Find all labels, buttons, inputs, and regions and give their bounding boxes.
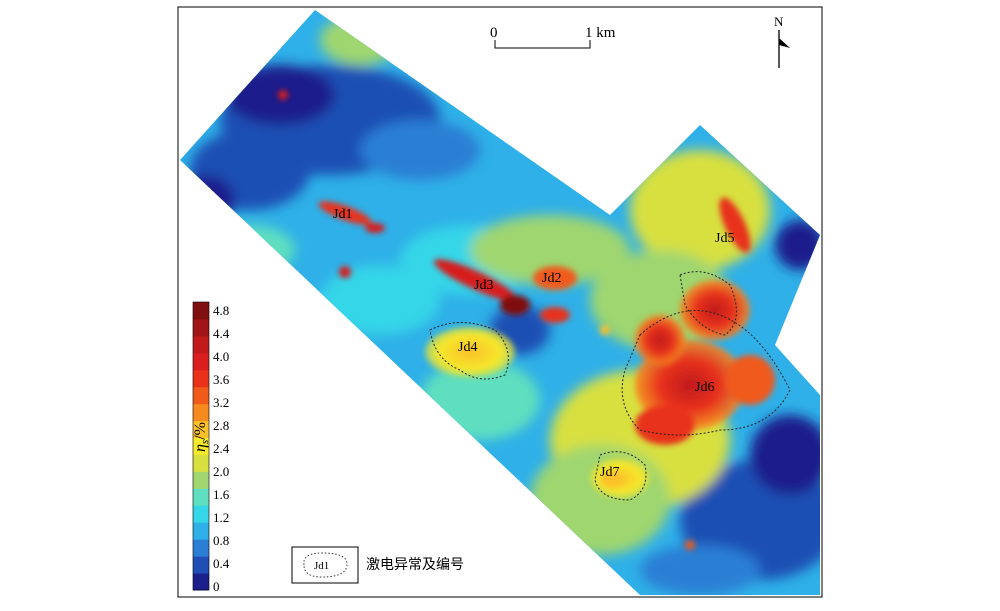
colorbar-swatch <box>193 539 209 557</box>
colorbar-tick-label: 4.8 <box>213 303 229 318</box>
colorbar-swatch <box>193 454 209 472</box>
colorbar-swatch <box>193 437 209 455</box>
colorbar-swatch <box>193 318 209 337</box>
anomaly-label-jd5: Jd5 <box>715 231 734 246</box>
anomaly-label-jd7: Jd7 <box>600 465 619 480</box>
scale-bar-start: 0 <box>490 25 498 41</box>
colorbar-label: ηs/% <box>192 422 211 452</box>
colorbar-tick-label: 0.8 <box>213 533 229 548</box>
colorbar-swatch <box>193 420 209 439</box>
legend-anomaly-outline-icon <box>303 552 348 578</box>
anomaly-label-jd3: Jd3 <box>474 278 493 293</box>
colorbar-swatch <box>193 556 209 574</box>
north-arrow-icon <box>779 38 790 48</box>
colorbar-tick-label: 3.6 <box>213 372 230 387</box>
colorbar-tick-label: 3.2 <box>213 395 229 410</box>
colorbar-tick-label: 4.0 <box>213 349 229 364</box>
colorbar-tick-label: 2.0 <box>213 464 229 479</box>
colorbar-swatch <box>193 471 209 489</box>
anomaly-label-jd2: Jd2 <box>542 271 561 286</box>
colorbar-tick-label: 4.4 <box>213 326 230 341</box>
colorbar-swatch <box>193 505 209 523</box>
anomaly-label-jd1: Jd1 <box>333 207 352 222</box>
north-arrow-label: N <box>774 14 784 29</box>
colorbar-tick-label: 1.2 <box>213 510 229 525</box>
colorbar-swatch <box>193 302 209 320</box>
colorbar-swatch <box>193 352 209 371</box>
colorbar-tick-label: 0.4 <box>213 556 230 571</box>
legend-sample-label: Jd1 <box>314 560 329 572</box>
colorbar-swatch <box>193 488 209 506</box>
colorbar-swatch <box>193 386 209 405</box>
colorbar-tick-label: 0 <box>213 579 220 594</box>
anomaly-label-jd6: Jd6 <box>695 380 714 395</box>
colorbar-swatches <box>192 301 210 591</box>
legend-text: 激电异常及编号 <box>366 556 464 573</box>
anomaly-label-jd4: Jd4 <box>458 340 477 355</box>
north-arrow: N <box>774 14 790 68</box>
scale-bar-end: 1 km <box>585 25 616 41</box>
colorbar-tick-label: 1.6 <box>213 487 230 502</box>
colorbar-swatch <box>193 522 209 540</box>
scale-bar: 0 1 km <box>490 25 616 49</box>
legend: Jd1 激电异常及编号 <box>291 546 464 584</box>
colorbar-swatch <box>193 403 209 422</box>
colorbar-swatch <box>193 369 209 388</box>
colorbar-swatch <box>193 573 209 591</box>
colorbar-tick-label: 2.4 <box>213 441 230 456</box>
colorbar: 4.8 4.4 4.0 3.6 3.2 2.8 2.4 2.0 1.6 1.2 0.8 0.4 0 ηs… <box>192 301 230 594</box>
colorbar-tick-label: 2.8 <box>213 418 229 433</box>
colorbar-swatch <box>193 335 209 354</box>
